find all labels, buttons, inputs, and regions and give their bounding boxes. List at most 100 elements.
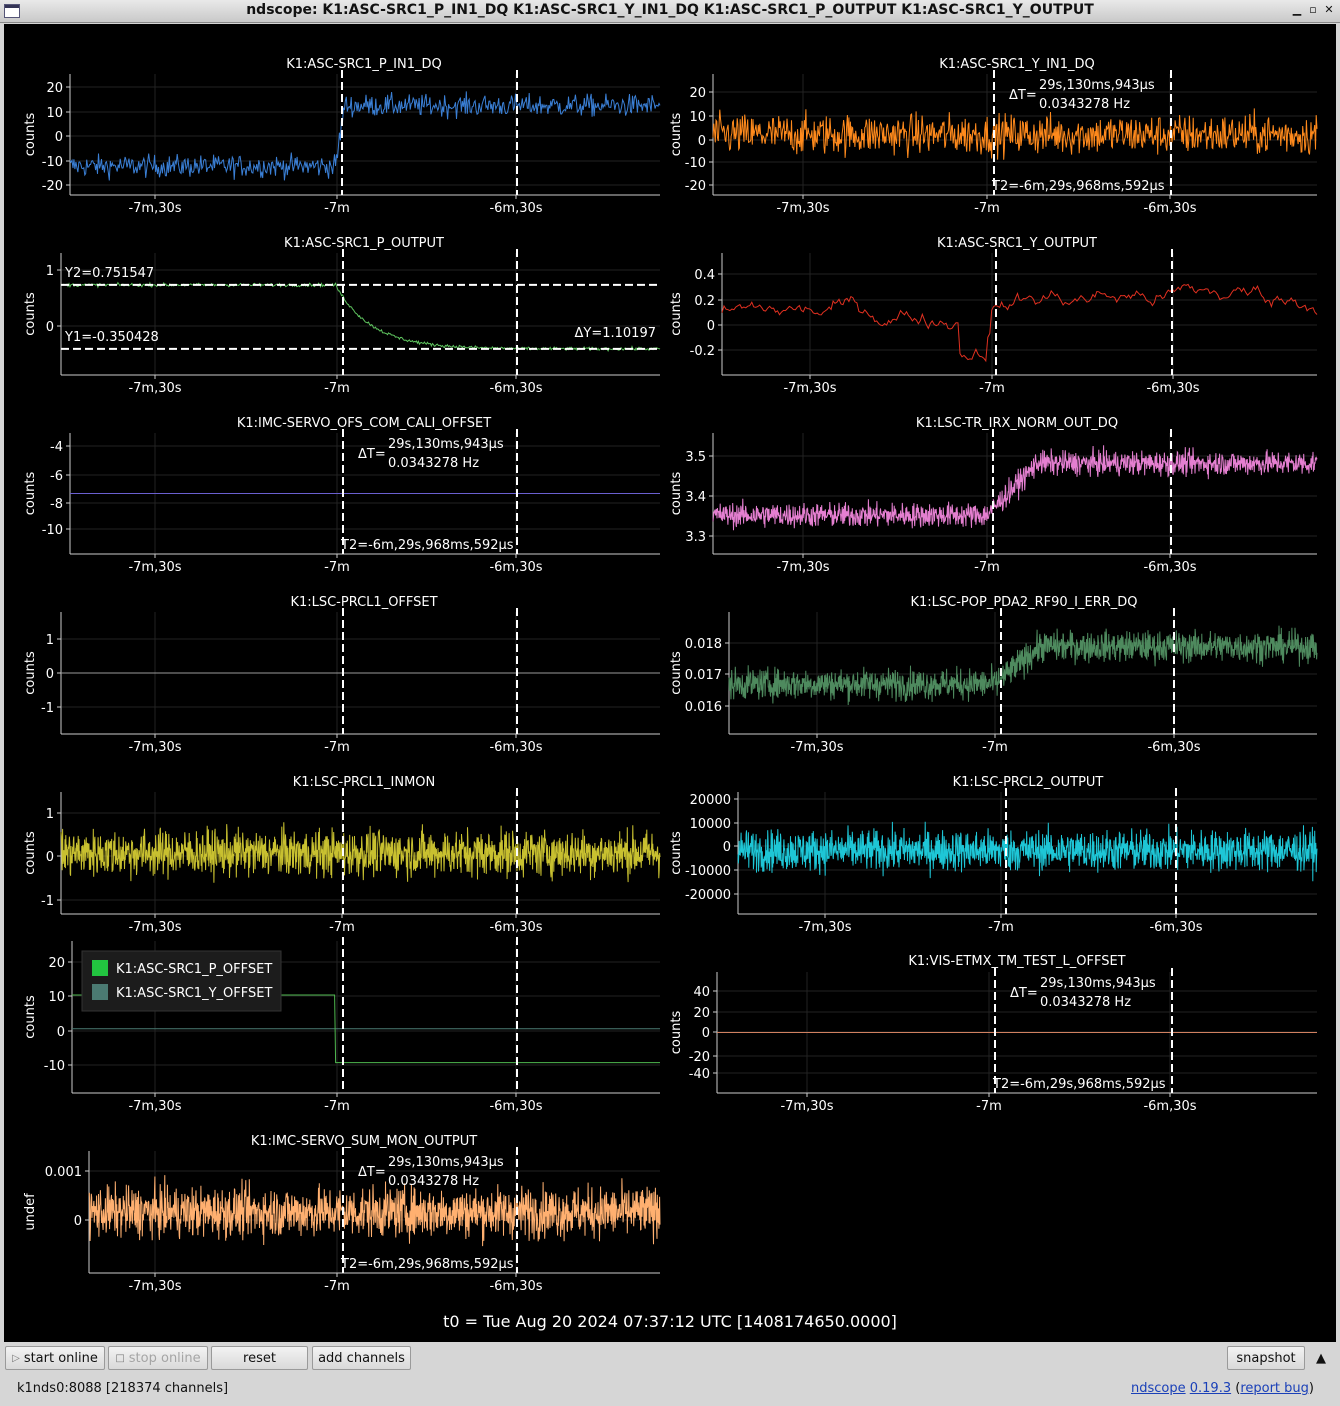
x-tick-label: -6m,30s <box>489 1279 542 1294</box>
plot-title: K1:ASC-SRC1_P_IN1_DQ <box>286 57 442 72</box>
t2-label: T2=-6m,29s,968ms,592μs <box>340 538 514 553</box>
x-tick-label: -6m,30s <box>1143 560 1196 575</box>
y-tick-label: 0 <box>702 1026 710 1041</box>
legend-swatch <box>92 960 108 976</box>
x-tick-label: -7m,30s <box>783 381 836 396</box>
x-tick-label: -7m,30s <box>128 1099 181 1114</box>
minimize-icon[interactable]: ▁ <box>1292 3 1302 16</box>
y-tick-label: -20000 <box>685 888 731 903</box>
plot-title: K1:ASC-SRC1_Y_OUTPUT <box>937 236 1097 251</box>
x-tick-label: -7m,30s <box>128 381 181 396</box>
y-tick-label: 1 <box>46 264 54 279</box>
y-tick-label: -10 <box>42 155 63 170</box>
status-bar: k1nds0:8088 [218374 channels] ndscope 0.… <box>0 1378 1340 1406</box>
x-tick-label: -6m,30s <box>489 560 542 575</box>
plot-title: K1:IMC-SERVO_SUM_MON_OUTPUT <box>251 1134 477 1149</box>
ndscope-link[interactable]: ndscope <box>1130 1381 1186 1396</box>
t0-label: t0 = Tue Aug 20 2024 07:37:12 UTC [14081… <box>443 1312 897 1331</box>
x-tick-label: -6m,30s <box>1147 740 1200 755</box>
t2-label: T2=-6m,29s,968ms,592μs <box>992 1077 1166 1092</box>
y-tick-label: 0 <box>46 667 54 682</box>
y-axis-label: counts <box>23 831 38 875</box>
delta-t-label: ΔT= <box>358 447 386 462</box>
y-tick-label: 10000 <box>690 817 731 832</box>
y-tick-label: 10 <box>48 990 65 1005</box>
y-tick-label: 0 <box>723 840 731 855</box>
y-axis-label: counts <box>669 651 684 695</box>
y-tick-label: 0 <box>707 319 715 334</box>
plot-title: K1:VIS-ETMX_TM_TEST_L_OFFSET <box>908 954 1125 969</box>
close-icon[interactable]: ✕ <box>1324 3 1334 16</box>
legend-entry: K1:ASC-SRC1_Y_OFFSET <box>116 986 272 1001</box>
stop-online-label: stop online <box>128 1350 201 1366</box>
stop-online-button[interactable]: □ stop online <box>108 1346 208 1370</box>
y-tick-label: 0 <box>46 320 54 335</box>
y-axis-label: counts <box>23 995 38 1039</box>
x-tick-label: -6m,30s <box>489 920 542 935</box>
plot-title: K1:ASC-SRC1_Y_IN1_DQ <box>939 57 1095 72</box>
y-tick-label: -4 <box>50 440 63 455</box>
y-tick-label: 3.3 <box>685 530 706 545</box>
plot-title: K1:LSC-TR_IRX_NORM_OUT_DQ <box>916 416 1118 431</box>
window-title: ndscope: K1:ASC-SRC1_P_IN1_DQ K1:ASC-SRC… <box>246 2 1094 18</box>
y-tick-label: -0.2 <box>690 344 715 359</box>
y-tick-label: -6 <box>50 469 63 484</box>
x-tick-label: -6m,30s <box>1149 920 1202 935</box>
x-tick-label: -6m,30s <box>1143 201 1196 216</box>
y-axis-label: counts <box>669 831 684 875</box>
plot-title: K1:LSC-PRCL2_OUTPUT <box>953 775 1104 790</box>
series-line <box>712 108 1318 160</box>
x-tick-label: -6m,30s <box>1146 381 1199 396</box>
legend-box <box>81 950 282 1012</box>
x-tick-label: -6m,30s <box>489 381 542 396</box>
y-axis-label: counts <box>23 651 38 695</box>
x-tick-label: -7m,30s <box>790 740 843 755</box>
x-tick-label: -7m <box>976 1099 1002 1114</box>
x-tick-label: -7m <box>982 740 1008 755</box>
y-tick-label: 20 <box>693 1006 710 1021</box>
y-tick-label: 1 <box>46 807 54 822</box>
x-tick-label: -7m <box>324 381 350 396</box>
plot-title: K1:LSC-POP_PDA2_RF90_I_ERR_DQ <box>910 595 1137 610</box>
frequency-value: 0.0343278 Hz <box>1039 97 1130 112</box>
y-tick-label: -20 <box>42 179 63 194</box>
x-tick-label: -7m <box>324 1099 350 1114</box>
y-tick-label: 20 <box>48 956 65 971</box>
delta-t-label: ΔT= <box>1010 986 1038 1001</box>
series-line <box>721 283 1318 363</box>
y2-label: Y2=0.751547 <box>64 266 154 281</box>
y-axis-label: counts <box>23 113 38 157</box>
plot-title: K1:LSC-PRCL1_OFFSET <box>290 595 437 610</box>
y-tick-label: 0.4 <box>694 268 715 283</box>
reset-button[interactable]: reset <box>211 1346 308 1370</box>
collapse-icon[interactable]: ▲ <box>1316 1350 1326 1366</box>
x-tick-label: -7m,30s <box>128 1279 181 1294</box>
delta-t-value: 29s,130ms,943μs <box>1039 78 1155 93</box>
x-tick-label: -7m <box>329 920 355 935</box>
plot-panel[interactable]: counts -7m,30s -7m -6m,30s 20 10 0 -10 K1:ASC-SR… <box>23 937 660 1114</box>
x-tick-label: -7m <box>974 560 1000 575</box>
add-channels-button[interactable]: add channels <box>312 1346 411 1370</box>
snapshot-button[interactable]: snapshot <box>1227 1346 1305 1370</box>
maximize-icon[interactable]: ▫ <box>1309 3 1317 16</box>
toolbar: ▷ start online □ stop online reset add c… <box>0 1344 1340 1376</box>
version-link[interactable]: 0.19.3 <box>1189 1381 1232 1396</box>
y-tick-label: 1 <box>46 633 54 648</box>
start-online-button[interactable]: ▷ start online <box>5 1346 105 1370</box>
app-icon <box>4 4 20 18</box>
report-bug-link[interactable]: report bug <box>1240 1381 1309 1396</box>
